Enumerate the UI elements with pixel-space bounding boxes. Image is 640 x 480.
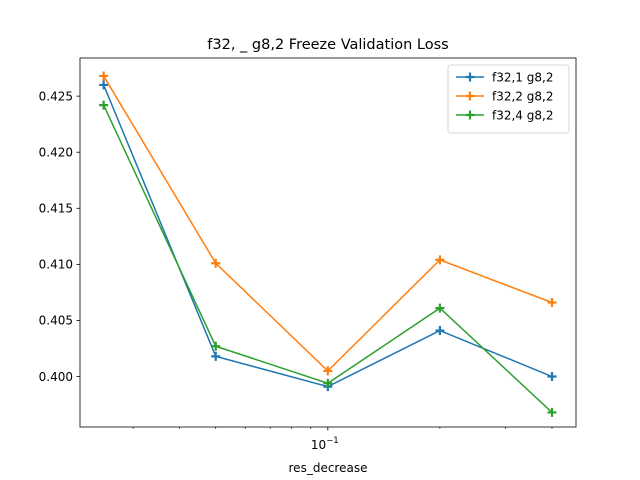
data-point bbox=[547, 298, 557, 308]
data-point bbox=[547, 372, 557, 382]
data-point bbox=[323, 378, 333, 388]
data-point bbox=[323, 366, 333, 376]
legend-box bbox=[447, 64, 570, 134]
legend-label: f32,1 g8,2 bbox=[492, 70, 553, 84]
legend-label: f32,2 g8,2 bbox=[492, 89, 553, 103]
y-tick-label: 0.405 bbox=[39, 314, 73, 328]
data-point bbox=[547, 407, 557, 417]
data-point bbox=[99, 80, 109, 90]
x-axis-title: res_decrease bbox=[289, 461, 368, 475]
y-tick-label: 0.415 bbox=[39, 202, 73, 216]
data-point bbox=[99, 100, 109, 110]
data-point bbox=[99, 71, 109, 81]
plot-area bbox=[99, 71, 557, 417]
legend-label: f32,4 g8,2 bbox=[492, 108, 553, 122]
data-point bbox=[435, 326, 445, 336]
chart-title: f32, _ g8,2 Freeze Validation Loss bbox=[207, 37, 448, 53]
legend-marker bbox=[465, 72, 475, 82]
y-axis: 0.400 0.405 0.410 0.415 0.420 0.425 bbox=[39, 89, 80, 384]
y-tick-label: 0.425 bbox=[39, 89, 73, 103]
series-3 bbox=[99, 100, 557, 417]
data-point bbox=[211, 258, 221, 268]
legend-marker bbox=[465, 91, 475, 101]
y-tick-label: 0.400 bbox=[39, 370, 73, 384]
y-tick-label: 0.410 bbox=[39, 258, 73, 272]
x-tick-label-exponent: −1 bbox=[326, 436, 339, 446]
data-point bbox=[435, 255, 445, 265]
legend-marker bbox=[465, 110, 475, 120]
series-2 bbox=[99, 71, 557, 376]
data-point bbox=[211, 341, 221, 351]
y-tick-label: 0.420 bbox=[39, 146, 73, 160]
data-point bbox=[435, 303, 445, 313]
legend: f32,1 g8,2 f32,2 g8,2 f32,4 g8,2 bbox=[447, 64, 570, 134]
data-point bbox=[211, 351, 221, 361]
